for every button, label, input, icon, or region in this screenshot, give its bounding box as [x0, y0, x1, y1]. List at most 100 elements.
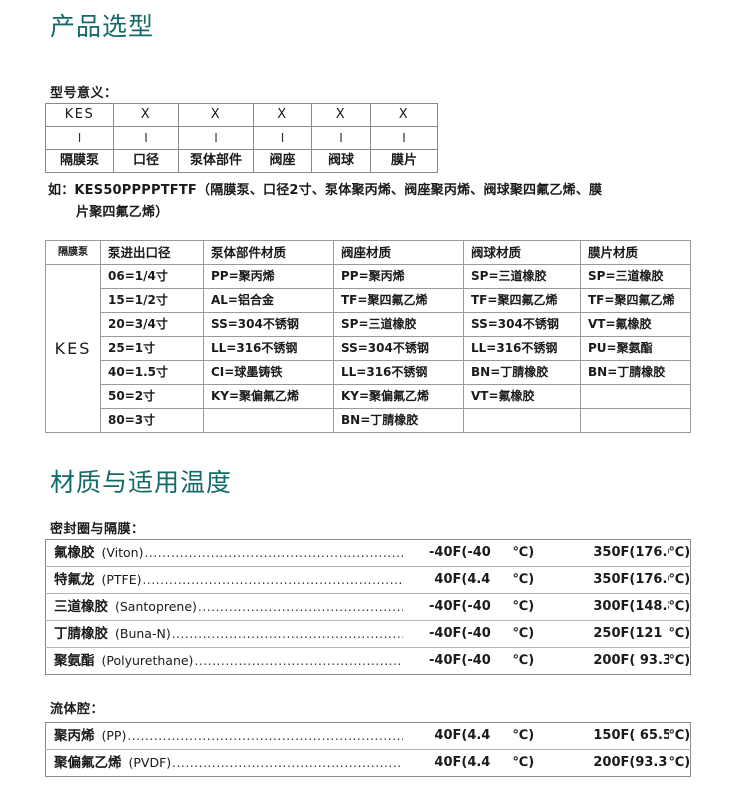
min-temp-c: 40 — [402, 749, 453, 777]
pipe-connector-icon: I — [45, 126, 114, 150]
dot-leader: ........................................… — [171, 627, 403, 641]
max-temp-f: F(121 — [620, 620, 669, 648]
pipe-connector-icon: I — [113, 126, 179, 150]
max-temp-f: F(148.8 — [620, 593, 669, 621]
model-meaning-cell: 口径 — [113, 149, 179, 173]
dot-leader: ........................................… — [127, 729, 402, 743]
spec-cell-bore: 06=1/4寸 — [100, 264, 204, 289]
max-temp-unit: ℃) — [668, 749, 691, 777]
min-temp-c: 40 — [402, 722, 453, 750]
spec-cell-diaphragm: SP=三道橡胶 — [580, 264, 691, 289]
table-row: 20=3/4寸 SS=304不锈钢 SP=三道橡胶 SS=304不锈钢 VT=氟… — [46, 312, 691, 337]
table-row: 丁腈橡胶 (Buna-N) ..........................… — [45, 620, 691, 648]
material-name-en: (Polyurethane) — [101, 653, 194, 668]
material-name-cell: 特氟龙 (PTFE) .............................… — [45, 566, 403, 594]
dot-leader: ........................................… — [197, 600, 403, 614]
spec-cell-ball — [463, 408, 581, 433]
material-name-cell: 聚氨酯 (Polyurethane) .....................… — [45, 647, 403, 675]
spec-cell-body: SS=304不锈钢 — [203, 312, 334, 337]
spec-cell-diaphragm: PU=聚氨酯 — [580, 336, 691, 361]
max-temp-unit: ℃) — [668, 539, 691, 567]
max-temp-f: F(176.6 — [620, 539, 669, 567]
label-fluid-chamber: 流体腔： — [50, 702, 105, 717]
material-name-cn: 聚氨酯 — [54, 653, 95, 669]
max-temp-f: F(176.6 — [620, 566, 669, 594]
max-temp-f: F(93.3 — [620, 749, 669, 777]
dot-leader: ........................................… — [172, 756, 402, 770]
min-temp-c: -40 — [402, 593, 453, 621]
max-temp-c: 250 — [557, 620, 621, 648]
table-row: KES 06=1/4寸 PP=聚丙烯 PP=聚丙烯 SP=三道橡胶 SP=三道橡… — [45, 264, 691, 433]
max-temp-c: 200 — [557, 647, 621, 675]
min-temp-unit: ℃) — [512, 539, 558, 567]
table-row: 25=1寸 LL=316不锈钢 SS=304不锈钢 LL=316不锈钢 PU=聚… — [46, 336, 691, 361]
min-temp-c: 40 — [402, 566, 453, 594]
min-temp-f: F(-40 — [452, 647, 513, 675]
model-code-cell: KES — [45, 103, 114, 127]
table-row: 50=2寸 KY=聚偏氟乙烯 KY=聚偏氟乙烯 VT=氟橡胶 — [46, 384, 691, 409]
model-code-cell: X — [113, 103, 179, 127]
max-temp-c: 150 — [557, 722, 621, 750]
spec-cell-body: CI=球墨铸铁 — [203, 360, 334, 385]
model-meaning-row: 隔膜泵 口径 泵体部件 阀座 阀球 膜片 — [45, 149, 438, 173]
model-example-line1: 如：KES50PPPPTFTF（隔膜泵、口径2寸、泵体聚丙烯、阀座聚丙烯、阀球聚… — [48, 183, 603, 198]
min-temp-f: F(-40 — [452, 539, 513, 567]
max-temp-c: 350 — [557, 566, 621, 594]
pipe-connector-icon: I — [370, 126, 438, 150]
model-code-cell: X — [178, 103, 254, 127]
model-meaning-cell: 膜片 — [370, 149, 438, 173]
table-row: 80=3寸 BN=丁腈橡胶 — [46, 408, 691, 433]
min-temp-c: -40 — [402, 539, 453, 567]
material-name-cn: 特氟龙 — [54, 572, 95, 588]
material-name-en: (PP) — [101, 728, 127, 743]
spec-cell-body — [203, 408, 334, 433]
material-name-en: (Buna-N) — [115, 626, 171, 641]
model-meaning-cell: 隔膜泵 — [45, 149, 114, 173]
spec-cell-bore: 20=3/4寸 — [100, 312, 204, 337]
fluid-chamber-temperature-table: 聚丙烯 (PP) ...............................… — [45, 722, 691, 777]
spec-header-cell: 泵进出口径 — [100, 240, 204, 265]
max-temp-unit: ℃) — [668, 722, 691, 750]
spec-cell-seat: SS=304不锈钢 — [333, 336, 464, 361]
spec-header-cell: 阀球材质 — [463, 240, 581, 265]
model-code-row: KES X X X X X — [45, 103, 438, 127]
spec-cell-ball: LL=316不锈钢 — [463, 336, 581, 361]
min-temp-unit: ℃) — [512, 620, 558, 648]
min-temp-f: F(-40 — [452, 620, 513, 648]
min-temp-c: -40 — [402, 647, 453, 675]
min-temp-unit: ℃) — [512, 647, 558, 675]
table-row: 特氟龙 (PTFE) .............................… — [45, 566, 691, 594]
max-temp-c: 200 — [557, 749, 621, 777]
spec-cell-seat: SP=三道橡胶 — [333, 312, 464, 337]
spec-cell-seat: TF=聚四氟乙烯 — [333, 288, 464, 313]
pipe-connector-icon: I — [311, 126, 371, 150]
table-row: 40=1.5寸 CI=球墨铸铁 LL=316不锈钢 BN=丁腈橡胶 BN=丁腈橡… — [46, 360, 691, 385]
spec-cell-bore: 15=1/2寸 — [100, 288, 204, 313]
label-model-meaning: 型号意义： — [50, 86, 118, 101]
spec-cell-body: PP=聚丙烯 — [203, 264, 334, 289]
model-meaning-table: KES X X X X X I I I I I I 隔膜泵 口径 泵体部件 阀座… — [45, 103, 438, 173]
spec-cell-seat: LL=316不锈钢 — [333, 360, 464, 385]
min-temp-unit: ℃) — [512, 566, 558, 594]
spec-cell-diaphragm: TF=聚四氟乙烯 — [580, 288, 691, 313]
spec-header-row: 隔膜泵 泵进出口径 泵体部件材质 阀座材质 阀球材质 膜片材质 — [45, 240, 691, 265]
material-name-cell: 氟橡胶 (Viton) ............................… — [45, 539, 403, 567]
label-seal-and-diaphragm: 密封圈与隔膜： — [50, 522, 145, 537]
table-row: 聚偏氟乙烯 (PVDF) ...........................… — [45, 749, 691, 777]
material-name-en: (Santoprene) — [115, 599, 197, 614]
max-temp-c: 350 — [557, 539, 621, 567]
spec-cell-seat: PP=聚丙烯 — [333, 264, 464, 289]
spec-cell-bore: 40=1.5寸 — [100, 360, 204, 385]
min-temp-unit: ℃) — [512, 749, 558, 777]
max-temp-c: 300 — [557, 593, 621, 621]
model-meaning-cell: 阀球 — [311, 149, 371, 173]
spec-cell-body: KY=聚偏氟乙烯 — [203, 384, 334, 409]
model-meaning-cell: 阀座 — [253, 149, 312, 173]
dot-leader: ........................................… — [144, 546, 403, 560]
spec-cell-body: LL=316不锈钢 — [203, 336, 334, 361]
table-row: 三道橡胶 (Santoprene) ......................… — [45, 593, 691, 621]
spec-header-cell: 膜片材质 — [580, 240, 691, 265]
max-temp-unit: ℃) — [668, 566, 691, 594]
spec-cell-bore: 80=3寸 — [100, 408, 204, 433]
spec-cell-seat: BN=丁腈橡胶 — [333, 408, 464, 433]
